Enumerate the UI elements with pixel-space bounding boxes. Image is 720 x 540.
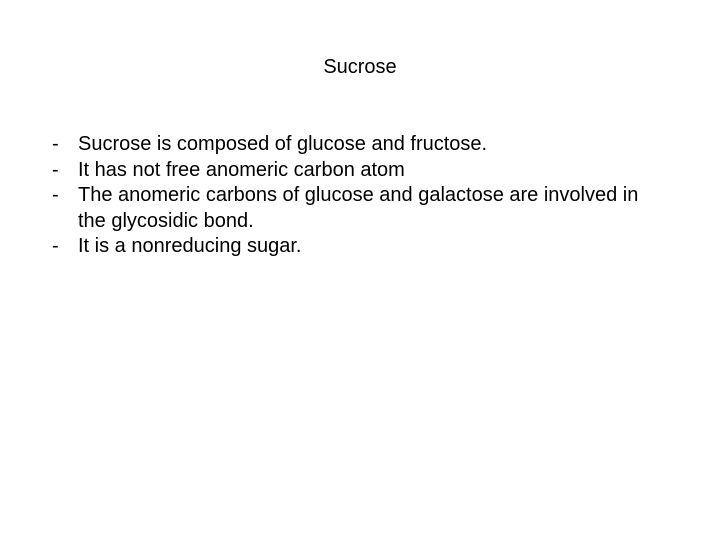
list-item: - It is a nonreducing sugar.: [50, 234, 670, 260]
bullet-marker: -: [50, 132, 78, 158]
list-item: - It has not free anomeric carbon atom: [50, 158, 670, 184]
list-item: - The anomeric carbons of glucose and ga…: [50, 183, 670, 234]
bullet-text: It has not free anomeric carbon atom: [78, 158, 670, 184]
slide: Sucrose - Sucrose is composed of glucose…: [0, 0, 720, 540]
bullet-text: Sucrose is composed of glucose and fruct…: [78, 132, 670, 158]
bullet-list: - Sucrose is composed of glucose and fru…: [50, 132, 670, 260]
bullet-marker: -: [50, 158, 78, 184]
bullet-text: The anomeric carbons of glucose and gala…: [78, 183, 670, 234]
bullet-marker: -: [50, 234, 78, 260]
bullet-marker: -: [50, 183, 78, 209]
list-item: - Sucrose is composed of glucose and fru…: [50, 132, 670, 158]
slide-title: Sucrose: [0, 56, 720, 79]
bullet-text: It is a nonreducing sugar.: [78, 234, 670, 260]
